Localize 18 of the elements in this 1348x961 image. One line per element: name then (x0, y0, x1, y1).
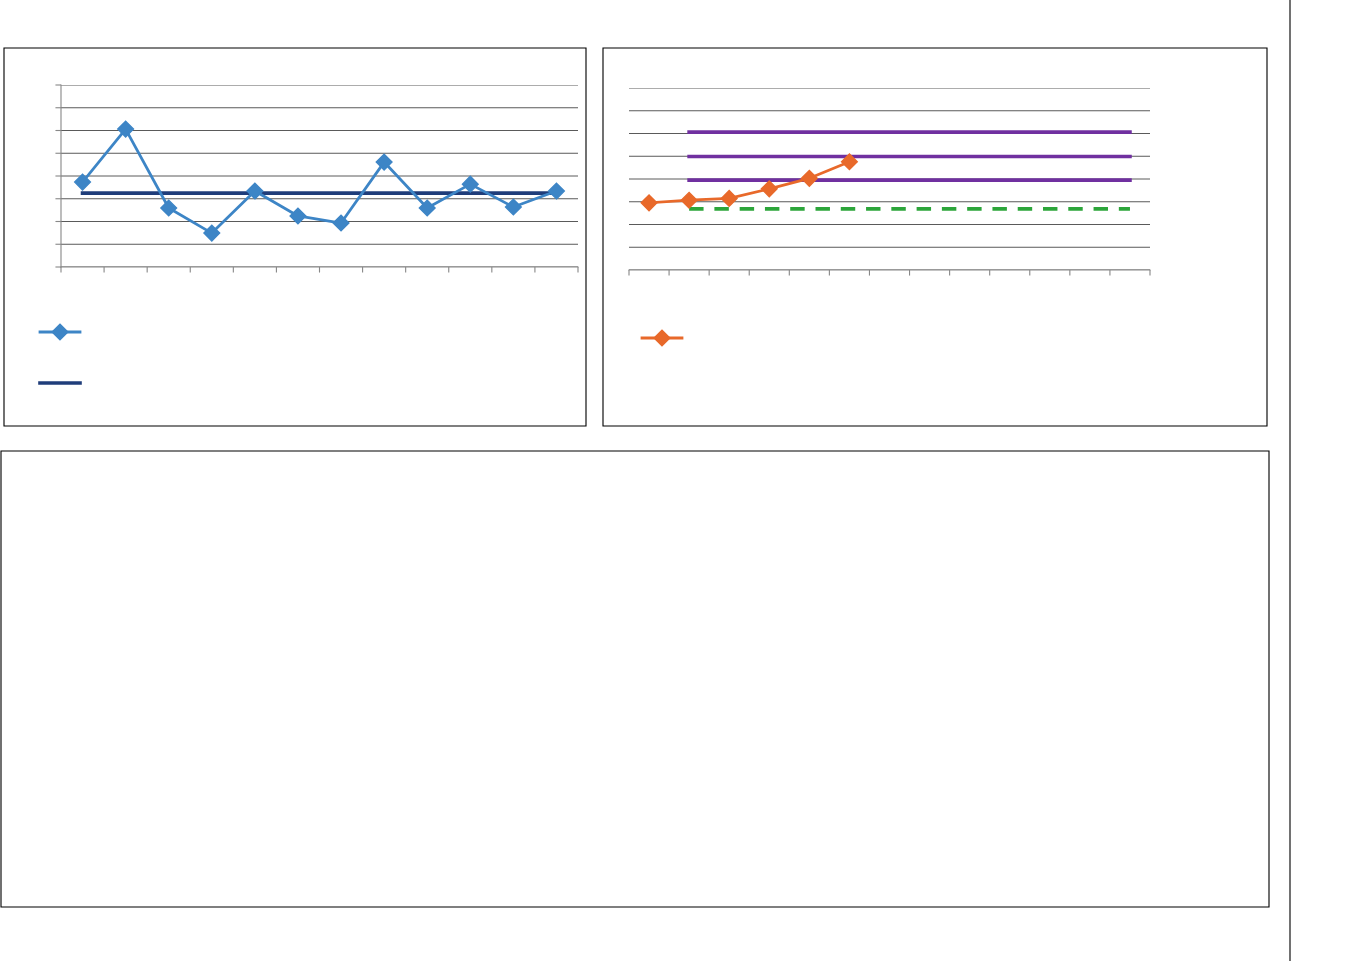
point (680, 191, 698, 209)
point (418, 199, 436, 217)
point (720, 189, 738, 207)
point (375, 153, 393, 171)
point (246, 182, 264, 200)
point (160, 199, 178, 217)
point (840, 153, 858, 171)
point (332, 214, 350, 232)
point (73, 173, 92, 191)
point (504, 198, 522, 216)
point (289, 207, 307, 225)
point (640, 194, 658, 212)
point (760, 180, 778, 198)
point (203, 224, 221, 242)
point (461, 175, 479, 193)
point (117, 120, 135, 138)
point (800, 169, 818, 187)
point (547, 182, 566, 200)
